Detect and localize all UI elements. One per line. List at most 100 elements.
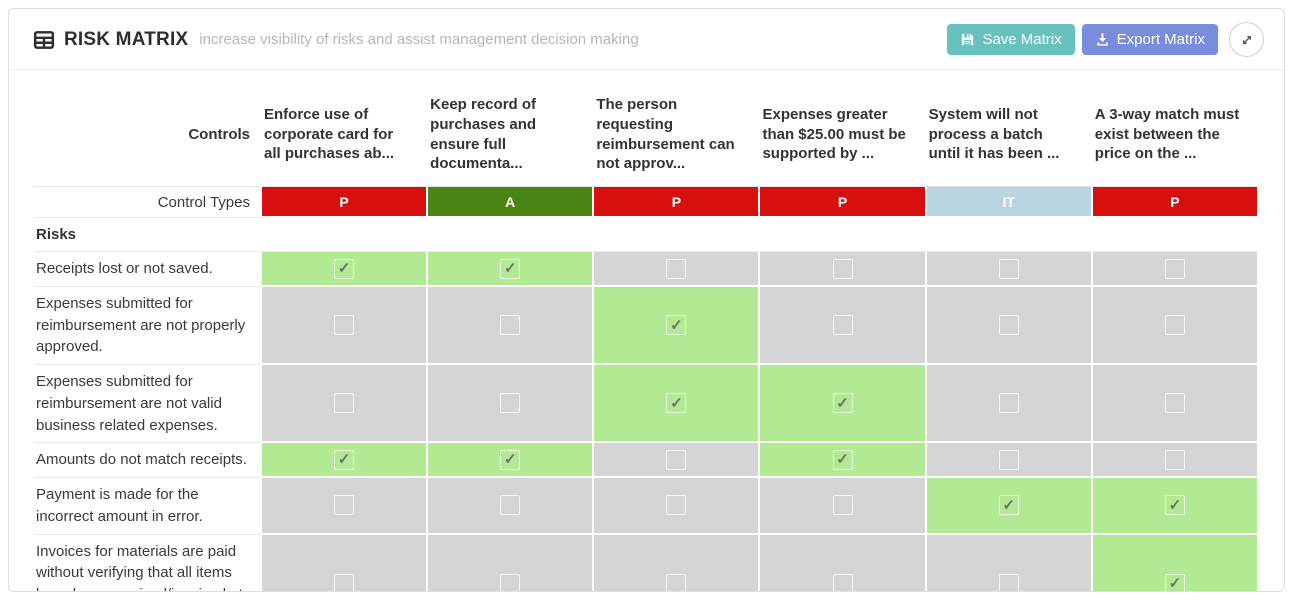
matrix-cell-r2-c5[interactable]: ✓ (926, 286, 1093, 366)
risk-row: Expenses submitted for reimbursement are… (34, 286, 1259, 366)
matrix-cell-r4-c6[interactable]: ✓ (1092, 443, 1259, 479)
title-group: RISK MATRIX increase visibility of risks… (33, 29, 947, 51)
check-icon: ✓ (337, 260, 351, 278)
check-icon: ✓ (503, 260, 517, 278)
control-type-badge: P (1092, 187, 1259, 219)
control-header-2: Keep record of purchases and ensure full… (428, 83, 595, 188)
matrix-cell-r1-c6[interactable]: ✓ (1092, 252, 1259, 287)
checkbox-icon: ✓ (334, 315, 355, 336)
risk-label: Receipts lost or not saved. (34, 252, 262, 287)
matrix-cell-r5-c2[interactable]: ✓ (428, 478, 595, 535)
checkbox-icon: ✓ (1164, 573, 1185, 592)
matrix-cell-r3-c2[interactable]: ✓ (428, 365, 595, 444)
checkbox-icon: ✓ (832, 258, 853, 279)
check-icon: ✓ (670, 316, 683, 334)
checkbox-icon: ✓ (334, 449, 355, 470)
checkbox-icon: ✓ (1164, 449, 1185, 470)
matrix-cell-r2-c2[interactable]: ✓ (428, 286, 595, 366)
export-matrix-button[interactable]: Export Matrix (1081, 24, 1218, 55)
checkbox-icon: ✓ (998, 495, 1019, 516)
matrix-cell-r2-c3[interactable]: ✓ (594, 286, 761, 366)
checkbox-icon: ✓ (500, 393, 521, 414)
risk-label: Payment is made for the incorrect amount… (34, 478, 262, 535)
matrix-cell-r2-c6[interactable]: ✓ (1092, 286, 1259, 366)
matrix-cell-r3-c4[interactable]: ✓ (760, 365, 927, 444)
checkbox-icon: ✓ (998, 573, 1019, 591)
checkbox-icon: ✓ (500, 573, 521, 591)
check-icon: ✓ (337, 451, 351, 469)
matrix-cell-r1-c4[interactable]: ✓ (760, 252, 927, 287)
matrix-cell-r5-c5[interactable]: ✓ (926, 478, 1093, 535)
matrix-cell-r2-c1[interactable]: ✓ (262, 286, 429, 366)
risk-label: Amounts do not match receipts. (34, 443, 262, 479)
matrix-cell-r5-c4[interactable]: ✓ (760, 478, 927, 535)
matrix-cell-r6-c4[interactable]: ✓ (760, 534, 927, 591)
matrix-cell-r3-c1[interactable]: ✓ (262, 365, 429, 444)
controls-header-row: Controls Enforce use of corporate card f… (34, 83, 1259, 188)
risk-row: Invoices for materials are paid without … (34, 534, 1259, 592)
checkbox-icon: ✓ (1164, 258, 1185, 279)
matrix-cell-r6-c5[interactable]: ✓ (926, 534, 1093, 591)
matrix-cell-r4-c3[interactable]: ✓ (594, 443, 761, 479)
matrix-cell-r6-c3[interactable]: ✓ (594, 534, 761, 591)
check-icon: ✓ (1168, 575, 1182, 592)
check-icon: ✓ (836, 451, 849, 469)
panel-header: RISK MATRIX increase visibility of risks… (9, 9, 1284, 70)
checkbox-icon: ✓ (666, 258, 687, 279)
check-icon: ✓ (670, 394, 683, 412)
matrix-cell-r1-c3[interactable]: ✓ (594, 252, 761, 287)
check-icon: ✓ (836, 394, 849, 412)
page-subtitle: increase visibility of risks and assist … (199, 31, 639, 48)
matrix-cell-r3-c3[interactable]: ✓ (594, 365, 761, 444)
matrix-cell-r4-c4[interactable]: ✓ (760, 443, 927, 479)
matrix-cell-r4-c2[interactable]: ✓ (428, 443, 595, 479)
checkbox-icon: ✓ (832, 495, 853, 516)
risk-label: Expenses submitted for reimbursement are… (34, 287, 262, 366)
checkbox-icon: ✓ (832, 449, 853, 470)
control-header-4: Expenses greater than $25.00 must be sup… (760, 83, 927, 188)
control-types-row: Control Types P A P P IT P (34, 187, 1259, 219)
checkbox-icon: ✓ (1164, 393, 1185, 414)
risk-row: Amounts do not match receipts. ✓ ✓ ✓ ✓ ✓… (34, 443, 1259, 479)
matrix-cell-r6-c6[interactable]: ✓ (1092, 534, 1259, 592)
checkbox-icon: ✓ (666, 315, 687, 336)
matrix-cell-r4-c5[interactable]: ✓ (926, 443, 1093, 479)
matrix-cell-r1-c5[interactable]: ✓ (926, 252, 1093, 287)
risks-section-row: Risks (34, 218, 1259, 253)
checkbox-icon: ✓ (500, 495, 521, 516)
save-matrix-label: Save Matrix (982, 31, 1062, 48)
matrix-cell-r6-c1[interactable]: ✓ (262, 534, 429, 591)
control-type-badge: IT (926, 187, 1093, 219)
matrix-cell-r5-c6[interactable]: ✓ (1092, 478, 1259, 535)
check-icon: ✓ (503, 451, 517, 469)
checkbox-icon: ✓ (998, 449, 1019, 470)
matrix-cell-r1-c2[interactable]: ✓ (428, 252, 595, 287)
check-icon: ✓ (1002, 496, 1015, 514)
matrix-cell-r3-c6[interactable]: ✓ (1092, 365, 1259, 444)
control-type-badge: P (262, 187, 429, 219)
expand-icon (1242, 35, 1251, 44)
matrix-cell-r6-c2[interactable]: ✓ (428, 534, 595, 591)
check-icon: ✓ (1168, 496, 1182, 514)
risk-row: Receipts lost or not saved. ✓ ✓ ✓ ✓ ✓ ✓ (34, 252, 1259, 287)
page-title: RISK MATRIX (64, 28, 189, 50)
checkbox-icon: ✓ (334, 573, 355, 591)
matrix-cell-r3-c5[interactable]: ✓ (926, 365, 1093, 444)
checkbox-icon: ✓ (832, 573, 853, 591)
matrix-cell-r5-c1[interactable]: ✓ (262, 478, 429, 535)
expand-button[interactable] (1229, 22, 1264, 57)
control-header-5: System will not process a batch until it… (926, 83, 1093, 188)
control-header-1: Enforce use of corporate card for all pu… (262, 83, 429, 188)
control-types-label: Control Types (34, 187, 262, 219)
checkbox-icon: ✓ (334, 495, 355, 516)
checkbox-icon: ✓ (500, 449, 521, 470)
checkbox-icon: ✓ (832, 393, 853, 414)
save-matrix-button[interactable]: Save Matrix (947, 24, 1075, 55)
matrix-cell-r4-c1[interactable]: ✓ (262, 443, 429, 479)
matrix-cell-r1-c1[interactable]: ✓ (262, 252, 429, 287)
matrix-cell-r2-c4[interactable]: ✓ (760, 286, 927, 366)
checkbox-icon: ✓ (666, 573, 687, 591)
checkbox-icon: ✓ (500, 315, 521, 336)
matrix-cell-r5-c3[interactable]: ✓ (594, 478, 761, 535)
risk-label: Expenses submitted for reimbursement are… (34, 365, 262, 444)
